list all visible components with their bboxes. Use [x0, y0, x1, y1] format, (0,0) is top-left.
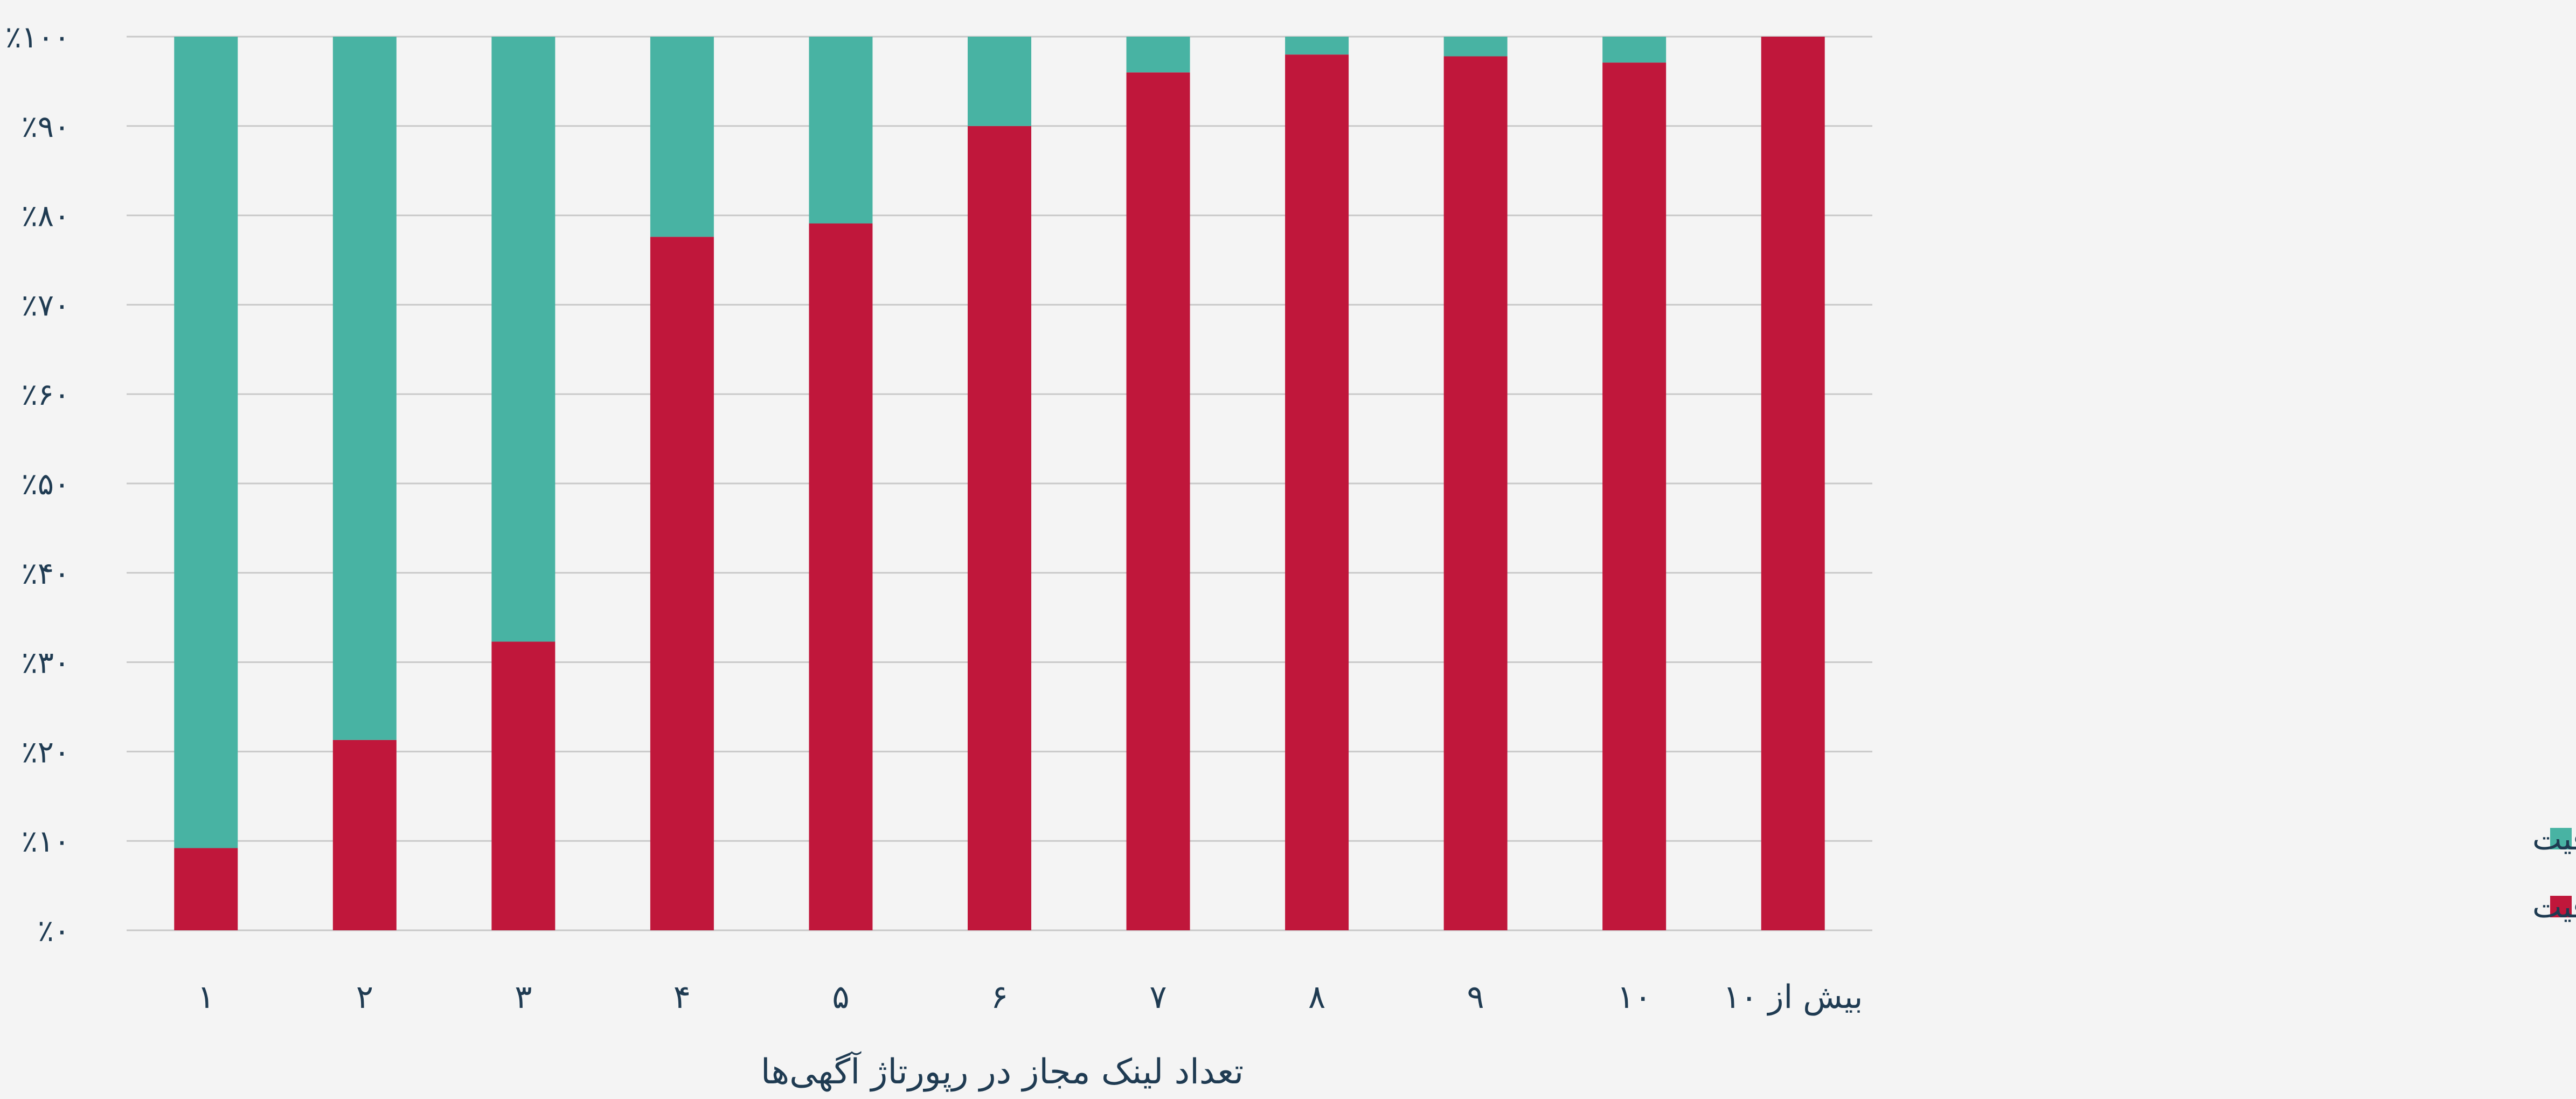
bar-segment-full-7: [1126, 37, 1190, 73]
bar-segment-full-1: [174, 37, 238, 848]
y-tick-label: ٪۲۰: [22, 735, 70, 770]
y-tick-label: ٪۷۰: [22, 288, 70, 323]
x-tick-label: ۱۰: [1617, 978, 1651, 1016]
x-tick-label: ۴: [673, 978, 691, 1016]
bar-segment-not-full-7: [1126, 72, 1190, 930]
x-tick-label: ۸: [1308, 978, 1325, 1016]
bar-segment-not-full-5: [809, 223, 873, 931]
legend-label: استفاده از تمام ظرفیت: [2532, 820, 2576, 858]
bar-segment-not-full-1: [174, 848, 238, 930]
bar-segment-not-full-11: [1761, 37, 1825, 930]
bar-segment-not-full-6: [968, 126, 1031, 930]
y-tick-label: ٪۶۰: [22, 377, 70, 412]
y-tick-label: ٪۳۰: [22, 646, 70, 681]
legend: استفاده از تمام ظرفیت عدم استفاده از تمام…: [2532, 820, 2576, 925]
bar-segment-not-full-9: [1443, 56, 1508, 931]
y-tick-label: ٪۸۰: [22, 199, 70, 234]
bar-segment-not-full-10: [1602, 63, 1667, 930]
legend-label: عدم استفاده از تمام ظرفیت: [2532, 888, 2576, 925]
bars: [174, 37, 1825, 931]
y-tick-label: ٪۱۰۰: [5, 20, 70, 55]
x-tick-label: ۶: [991, 978, 1008, 1016]
x-tick-label: ۵: [832, 978, 849, 1016]
bar-segment-full-4: [650, 37, 714, 237]
y-tick-label: ٪۰: [38, 914, 70, 949]
bar-segment-full-6: [968, 37, 1031, 126]
bar-segment-not-full-3: [491, 641, 556, 930]
bar-segment-not-full-4: [650, 237, 714, 931]
x-tick-label: بیش از ۱۰: [1723, 978, 1863, 1016]
bar-segment-not-full-2: [332, 739, 397, 930]
y-tick-label: ٪۱۰: [22, 824, 70, 859]
x-tick-label: ۱: [197, 978, 214, 1016]
y-tick-label: ٪۹۰: [22, 109, 70, 144]
y-axis-ticks: ٪۰ ٪۱۰ ٪۲۰ ٪۳۰ ٪۴۰ ٪۵۰ ٪۶۰ ٪۷۰ ٪۸۰ ٪۹۰ ٪۱۰۰: [5, 20, 70, 949]
bar-segment-not-full-8: [1285, 54, 1349, 930]
x-axis-ticks: ۱ ۲ ۳ ۴ ۵ ۶ ۷ ۸ ۹ ۱۰ بیش از ۱۰: [197, 978, 1863, 1016]
bar-segment-full-10: [1602, 37, 1667, 63]
bar-segment-full-9: [1443, 37, 1508, 57]
bar-segment-full-5: [809, 37, 873, 224]
y-tick-label: ٪۴۰: [22, 556, 70, 591]
bar-segment-full-8: [1285, 37, 1349, 55]
bar-segment-full-2: [332, 37, 397, 740]
x-tick-label: ۲: [356, 978, 373, 1016]
bar-segment-full-3: [491, 37, 556, 642]
y-tick-label: ٪۵۰: [22, 467, 70, 502]
legend-swatch: [2550, 828, 2572, 849]
x-tick-label: ۹: [1467, 978, 1484, 1016]
x-axis-label: تعداد لینک مجاز در رپورتاژ آگهی‌ها: [761, 1050, 1244, 1092]
x-tick-label: ۳: [515, 978, 532, 1016]
legend-swatch: [2550, 896, 2572, 917]
x-tick-label: ۷: [1149, 978, 1167, 1016]
